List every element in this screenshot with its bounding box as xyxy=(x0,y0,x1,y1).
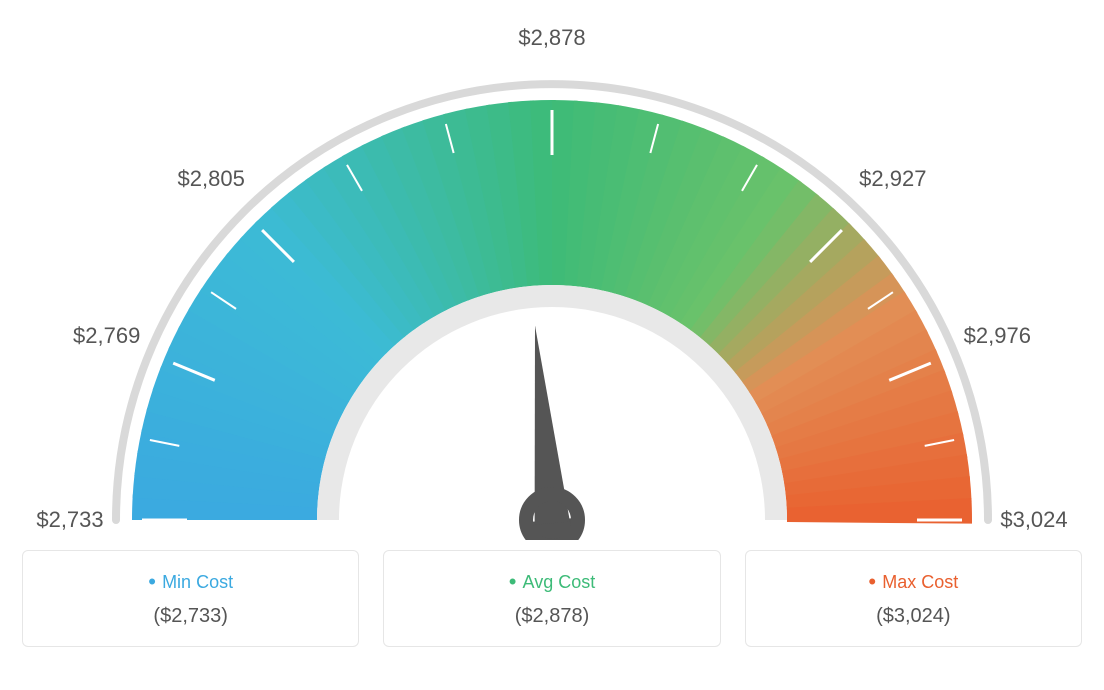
legend-card-min: Min Cost ($2,733) xyxy=(22,550,359,647)
gauge-tick-label: $2,878 xyxy=(518,25,585,51)
legend-value-max: ($3,024) xyxy=(766,605,1061,628)
legend-card-avg: Avg Cost ($2,878) xyxy=(383,550,720,647)
legend-card-max: Max Cost ($3,024) xyxy=(745,550,1082,647)
gauge-tick-label: $3,024 xyxy=(1000,507,1067,533)
gauge-svg xyxy=(22,20,1082,540)
gauge-tick-label: $2,805 xyxy=(178,166,245,192)
legend-row: Min Cost ($2,733) Avg Cost ($2,878) Max Cost… xyxy=(22,550,1082,647)
legend-label-max: Max Cost xyxy=(766,569,1061,595)
gauge-tick-label: $2,927 xyxy=(859,166,926,192)
cost-gauge: $2,733 $2,769 $2,805 $2,878 $2,927 $2,976 $3,0… xyxy=(22,20,1082,540)
legend-label-avg: Avg Cost xyxy=(404,569,699,595)
legend-label-min: Min Cost xyxy=(43,569,338,595)
legend-value-avg: ($2,878) xyxy=(404,605,699,628)
gauge-tick-label: $2,976 xyxy=(964,323,1031,349)
gauge-tick-label: $2,769 xyxy=(73,323,140,349)
legend-value-min: ($2,733) xyxy=(43,605,338,628)
gauge-tick-label: $2,733 xyxy=(36,507,103,533)
